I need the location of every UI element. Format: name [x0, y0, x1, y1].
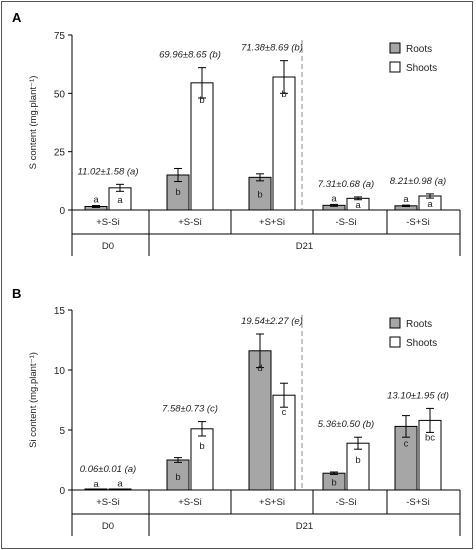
panel-a-letter-roots: a [403, 194, 409, 205]
panel-a-category-label: +S+Si [259, 217, 285, 228]
panel-a-y-tick-label: 50 [54, 89, 66, 100]
panel-b-letter-roots: c [404, 438, 409, 449]
panel-a-category-label: -S+Si [406, 217, 430, 228]
panel-b-category-label: -S-Si [335, 497, 356, 508]
panel-b-letter-shoots: a [117, 479, 123, 490]
panel-b-letter-shoots: b [355, 455, 360, 466]
panel-b-total-label: 7.58±0.73 (c) [162, 404, 218, 415]
panel-b-legend-swatch-roots [389, 317, 401, 329]
panel-b-total-label: 5.36±0.50 (b) [318, 419, 374, 430]
panel-a-y-axis-label: S content (mg.plant⁻¹) [28, 76, 39, 170]
panel-a-letter-shoots: a [355, 200, 361, 211]
panel-a-total-label: 7.31±0.68 (a) [318, 179, 374, 190]
panel-a-total-label: 71.38±8.69 (b) [241, 43, 303, 54]
panel-a-category-label: -S-Si [335, 217, 356, 228]
panel-b-legend-label-roots: Roots [406, 319, 432, 330]
panel-b-y-tick-label: 5 [59, 426, 65, 437]
panel-a-legend-label-roots: Roots [406, 44, 432, 55]
panel-a-y-tick-label: 0 [59, 206, 65, 217]
panel-b-total-label: 0.06±0.01 (a) [80, 464, 136, 475]
panel-b-bar-shoots [346, 442, 370, 491]
panel-a-group-label: D0 [102, 241, 114, 252]
panel-b-label: B [12, 286, 21, 301]
panel-a-legend-swatch-roots [389, 42, 401, 54]
panel-b-legend-swatch-shoots [389, 336, 401, 348]
panel-a-letter-shoots: b [281, 89, 286, 100]
panel-b-legend-label-shoots: Shoots [406, 338, 437, 349]
panel-b-y-tick-label: 15 [54, 306, 66, 317]
panel-b-letter-shoots: c [282, 407, 287, 418]
panel-a-letter-roots: a [331, 193, 337, 204]
panel-b-total-label: 19.54±2.27 (e) [241, 316, 303, 327]
panel-a-letter-roots: b [175, 187, 180, 198]
panel-b-y-tick-label: 10 [54, 366, 66, 377]
panel-b-category-label: +S-Si [96, 497, 120, 508]
panel-b-group-label: D0 [102, 521, 114, 532]
panel-b-letter-shoots: b [199, 441, 204, 452]
panel-a-letter-roots: b [257, 189, 262, 200]
panel-b-category-label: +S-Si [178, 497, 202, 508]
panel-b-letter-roots: b [175, 472, 180, 483]
panel-a-y-tick-label: 75 [54, 31, 66, 42]
panel-b-group-label: D21 [296, 521, 313, 532]
panel-b-letter-roots: b [331, 478, 336, 489]
panel-a-letter-shoots: a [117, 195, 123, 206]
panel-b-letter-roots: a [93, 479, 99, 490]
panel-a-y-tick-label: 25 [54, 148, 66, 159]
panel-a-total-label: 69.96±8.65 (b) [159, 50, 221, 61]
panel-b-category-label: +S+Si [259, 497, 285, 508]
panel-b-bar-shoots [108, 488, 132, 491]
panel-a-group-label: D21 [296, 241, 313, 252]
panel-a-category-label: +S-Si [96, 217, 120, 228]
panel-b-bar-roots [84, 488, 108, 491]
panel-b-category-label: -S+Si [406, 497, 430, 508]
panel-b-y-axis-label: Si content (mg.plant⁻¹) [28, 352, 39, 448]
panel-a-legend-label-shoots: Shoots [406, 63, 437, 74]
panel-a-letter-shoots: b [199, 95, 204, 106]
panel-a-legend-swatch-shoots [389, 61, 401, 73]
panel-a-letter-roots: a [93, 195, 99, 206]
panel-a-label: A [12, 10, 22, 25]
panel-b-y-tick-label: 0 [59, 486, 65, 497]
panel-b-letter-shoots: bc [425, 432, 435, 443]
panel-a-total-label: 11.02±1.58 (a) [77, 166, 138, 177]
panel-b-total-label: 13.10±1.95 (d) [387, 390, 449, 401]
panel-a-letter-shoots: a [427, 199, 433, 210]
panel-b-bar-shoots [190, 428, 214, 491]
panel-a-total-label: 8.21±0.98 (a) [390, 176, 446, 187]
panel-b-letter-roots: d [257, 363, 262, 374]
panel-a-category-label: +S-Si [178, 217, 202, 228]
